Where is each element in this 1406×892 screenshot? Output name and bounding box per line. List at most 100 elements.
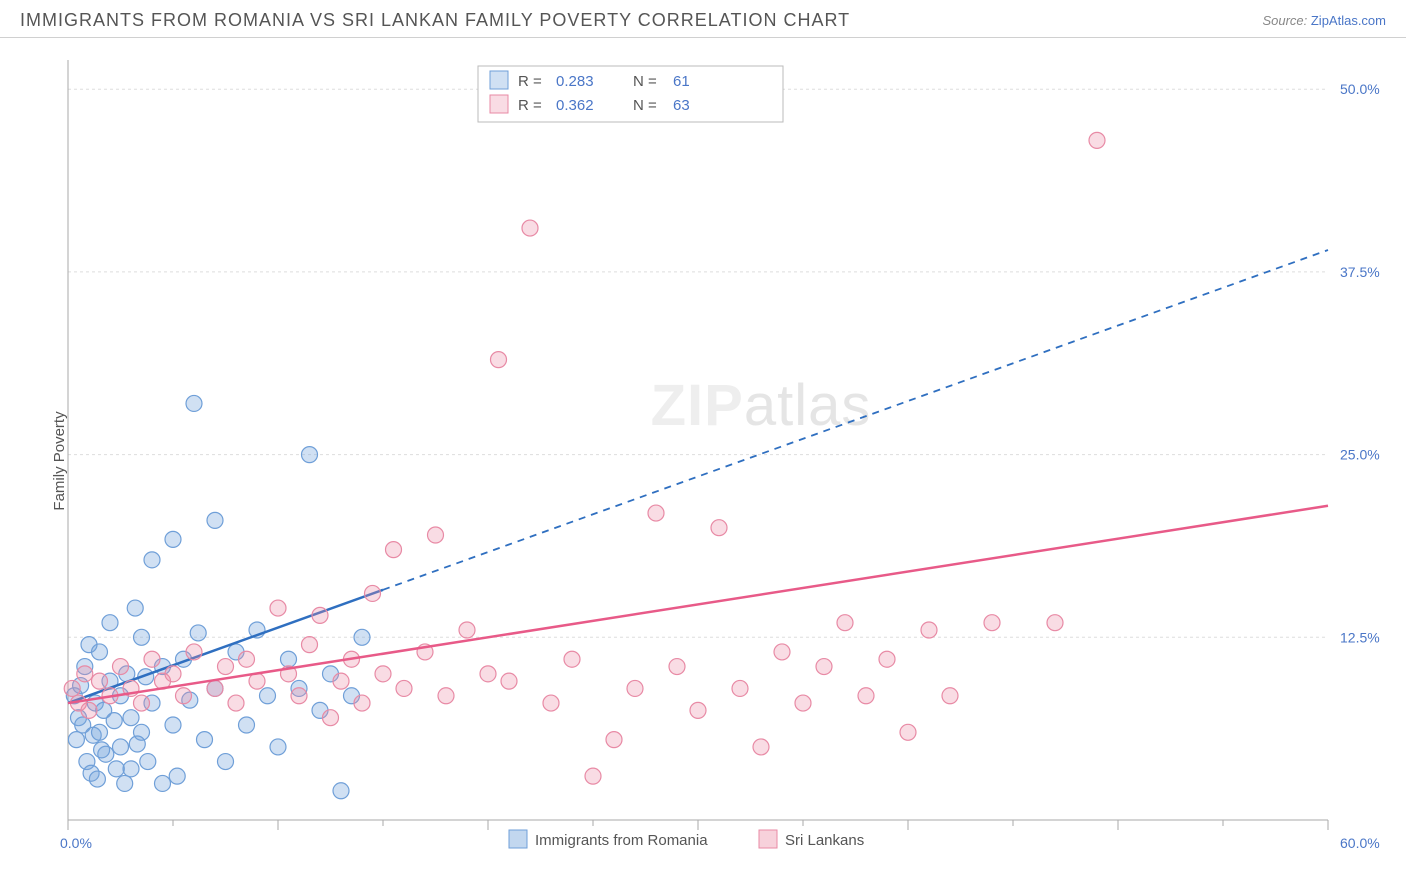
data-point — [585, 768, 601, 784]
data-point — [218, 754, 234, 770]
data-point — [879, 651, 895, 667]
y-tick-label: 37.5% — [1340, 264, 1380, 280]
data-point — [564, 651, 580, 667]
data-point — [438, 688, 454, 704]
data-point — [386, 542, 402, 558]
data-point — [106, 713, 122, 729]
data-point — [218, 659, 234, 675]
chart-header: IMMIGRANTS FROM ROMANIA VS SRI LANKAN FA… — [0, 0, 1406, 38]
data-point — [92, 724, 108, 740]
scatter-chart: 12.5% 25.0% 37.5% 50.0% ZIPatlas R = 0.283 N = 6… — [20, 50, 1386, 872]
data-point — [858, 688, 874, 704]
data-point — [239, 717, 255, 733]
data-point — [270, 600, 286, 616]
x-max-label: 60.0% — [1340, 835, 1380, 851]
data-point — [900, 724, 916, 740]
data-point — [155, 775, 171, 791]
data-point — [795, 695, 811, 711]
x-origin-label: 0.0% — [60, 835, 92, 851]
data-point — [186, 644, 202, 660]
legend-n-value: 63 — [673, 97, 690, 114]
data-point — [228, 695, 244, 711]
data-point — [123, 761, 139, 777]
data-point — [1089, 132, 1105, 148]
data-point — [522, 220, 538, 236]
data-point — [92, 644, 108, 660]
bottom-legend-swatch — [509, 830, 527, 848]
data-point — [323, 710, 339, 726]
legend-swatch — [490, 95, 508, 113]
data-point — [732, 680, 748, 696]
data-point — [144, 552, 160, 568]
data-point — [108, 761, 124, 777]
legend-n-value: 61 — [673, 73, 690, 90]
data-point — [480, 666, 496, 682]
data-point — [942, 688, 958, 704]
data-point — [270, 739, 286, 755]
data-point — [92, 673, 108, 689]
data-point — [396, 680, 412, 696]
data-point — [921, 622, 937, 638]
legend-r-value: 0.362 — [556, 97, 594, 114]
trend-line-solid — [68, 506, 1328, 703]
data-point — [816, 659, 832, 675]
source-link[interactable]: ZipAtlas.com — [1311, 13, 1386, 28]
data-point — [129, 736, 145, 752]
data-point — [239, 651, 255, 667]
data-point — [291, 688, 307, 704]
data-point — [113, 739, 129, 755]
y-axis-label: Family Poverty — [51, 411, 68, 510]
data-point — [375, 666, 391, 682]
data-point — [169, 768, 185, 784]
data-point — [260, 688, 276, 704]
chart-title: IMMIGRANTS FROM ROMANIA VS SRI LANKAN FA… — [20, 10, 850, 31]
legend-n-label: N = — [633, 73, 657, 90]
legend-swatch — [490, 71, 508, 89]
data-point — [354, 629, 370, 645]
data-point — [165, 531, 181, 547]
data-point — [127, 600, 143, 616]
data-point — [68, 732, 84, 748]
y-tick-label: 25.0% — [1340, 447, 1380, 463]
y-tick-label: 50.0% — [1340, 81, 1380, 97]
data-point — [690, 702, 706, 718]
data-point — [365, 585, 381, 601]
data-point — [207, 680, 223, 696]
watermark: ZIPatlas — [651, 373, 872, 438]
data-point — [134, 629, 150, 645]
legend-r-label: R = — [518, 73, 542, 90]
data-point — [77, 666, 93, 682]
data-point — [190, 625, 206, 641]
data-point — [134, 695, 150, 711]
data-point — [354, 695, 370, 711]
data-point — [543, 695, 559, 711]
data-point — [302, 637, 318, 653]
data-point — [117, 775, 133, 791]
data-point — [459, 622, 475, 638]
data-point — [669, 659, 685, 675]
data-point — [302, 447, 318, 463]
y-tick-label: 12.5% — [1340, 629, 1380, 645]
data-point — [711, 520, 727, 536]
data-point — [140, 754, 156, 770]
bottom-legend-label: Immigrants from Romania — [535, 832, 708, 849]
data-point — [144, 651, 160, 667]
data-point — [281, 651, 297, 667]
data-point — [89, 771, 105, 787]
data-point — [102, 615, 118, 631]
data-point — [197, 732, 213, 748]
data-point — [774, 644, 790, 660]
legend-r-value: 0.283 — [556, 73, 594, 90]
data-point — [81, 702, 97, 718]
data-point — [606, 732, 622, 748]
legend-n-label: N = — [633, 97, 657, 114]
data-point — [984, 615, 1000, 631]
source-label: Source: ZipAtlas.com — [1262, 13, 1386, 28]
data-point — [491, 352, 507, 368]
chart-area: Family Poverty 12.5% 25.0% 37.5% 50.0% ZIPat… — [20, 50, 1386, 872]
data-point — [312, 607, 328, 623]
data-point — [113, 659, 129, 675]
data-point — [648, 505, 664, 521]
data-point — [501, 673, 517, 689]
data-point — [123, 710, 139, 726]
